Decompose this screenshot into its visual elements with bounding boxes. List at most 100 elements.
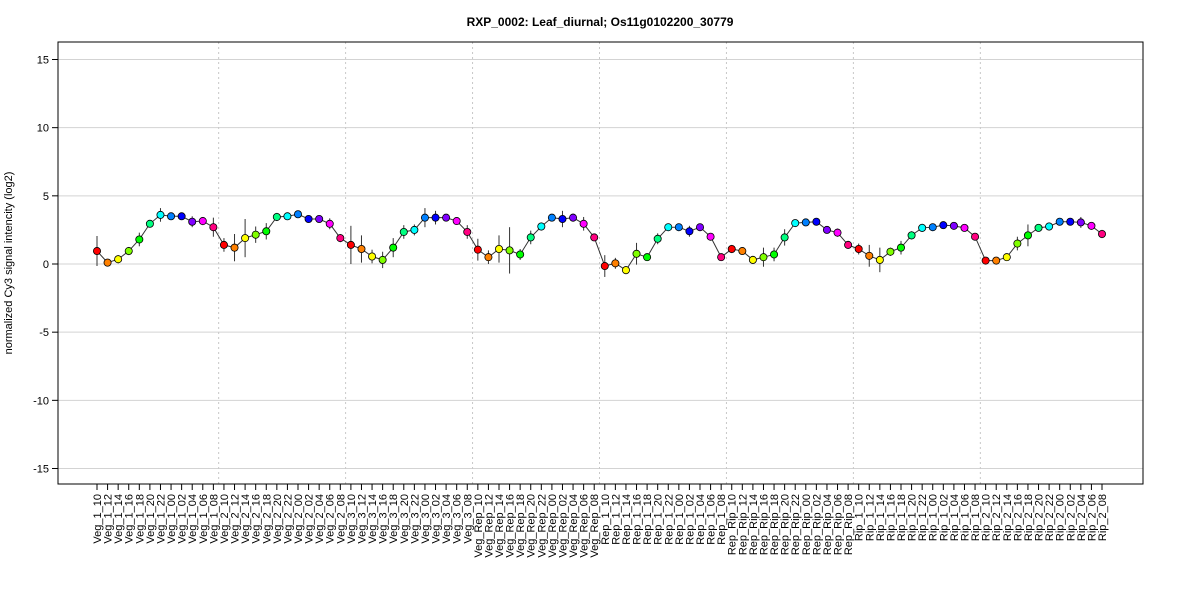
data-point [854, 245, 863, 254]
data-point [537, 222, 546, 231]
data-point [368, 252, 377, 261]
data-point [156, 210, 165, 219]
x-tick-label: Rip_2_14 [1002, 494, 1014, 541]
data-marks [93, 208, 1107, 277]
x-tick-label: Veg_3_12 [356, 494, 368, 544]
x-tick-label: Veg_2_22 [282, 494, 294, 544]
x-tick-label: Rep_1_08 [716, 494, 728, 545]
data-point [505, 246, 514, 255]
x-tick-label: Veg_Rep_14 [494, 494, 506, 558]
data-point [399, 227, 408, 236]
x-tick-label: Rip_2_00 [1055, 494, 1067, 541]
data-point [791, 219, 800, 228]
data-point [315, 215, 324, 224]
data-point [547, 213, 556, 222]
data-point [325, 219, 334, 228]
y-tick-label: -10 [33, 395, 49, 407]
x-tick-label: Veg_2_20 [272, 494, 284, 544]
data-point [251, 230, 260, 239]
x-tick-label: Rip_2_08 [1097, 494, 1109, 541]
data-point [1076, 218, 1085, 227]
data-point [177, 212, 186, 221]
data-point [1066, 217, 1075, 226]
data-point [410, 225, 419, 234]
data-point [727, 245, 736, 254]
x-tick-label: Rip_2_02 [1065, 494, 1077, 541]
data-point [960, 223, 969, 232]
x-tick-label: Rip_1_08 [970, 494, 982, 541]
axes: -15-10-5051015Veg_1_10Veg_1_12Veg_1_14Ve… [33, 55, 1109, 558]
x-tick-label: Rep_Rip_12 [737, 494, 749, 555]
data-point [1002, 253, 1011, 262]
x-tick-label: Rep_Rip_20 [780, 494, 792, 555]
x-tick-label: Rep_Rip_10 [727, 494, 739, 555]
x-tick-label: Rip_1_02 [938, 494, 950, 541]
x-tick-label: Rip_1_06 [959, 494, 971, 541]
x-tick-label: Rip_2_12 [991, 494, 1003, 541]
x-tick-label: Rep_1_10 [600, 494, 612, 545]
data-point [346, 240, 355, 249]
x-tick-label: Veg_3_16 [378, 494, 390, 544]
data-point [452, 217, 461, 226]
x-tick-label: Rep_1_00 [674, 494, 686, 545]
data-point [378, 255, 387, 264]
x-tick-label: Veg_1_06 [198, 494, 210, 544]
x-tick-label: Rep_Rip_04 [822, 494, 834, 555]
data-point [219, 240, 228, 249]
x-tick-label: Rip_2_22 [1044, 494, 1056, 541]
data-point [664, 223, 673, 232]
x-tick-label: Rep_1_06 [706, 494, 718, 545]
x-tick-label: Veg_1_08 [208, 494, 220, 544]
data-point [494, 245, 503, 254]
data-point [473, 245, 482, 254]
x-tick-label: Veg_2_00 [293, 494, 305, 544]
data-point [579, 219, 588, 228]
data-point [357, 245, 366, 254]
x-tick-label: Veg_3_14 [367, 494, 379, 544]
x-tick-label: Rip_1_16 [885, 494, 897, 541]
x-tick-label: Veg_Rep_20 [526, 494, 538, 558]
x-tick-label: Veg_Rep_02 [557, 494, 569, 558]
x-tick-label: Veg_1_20 [145, 494, 157, 544]
x-tick-label: Veg_Rep_04 [568, 494, 580, 558]
data-point [992, 256, 1001, 265]
x-tick-label: Rep_1_04 [695, 494, 707, 545]
x-tick-label: Rip_1_14 [875, 494, 887, 541]
x-tick-label: Rip_1_20 [907, 494, 919, 541]
data-point [643, 253, 652, 262]
x-tick-label: Veg_2_12 [230, 494, 242, 544]
x-tick-label: Veg_3_00 [420, 494, 432, 544]
data-point [1034, 223, 1043, 232]
plot-border [57, 41, 1144, 485]
y-tick-label: -5 [39, 327, 49, 339]
x-tick-label: Rep_Rip_08 [843, 494, 855, 555]
x-tick-label: Veg_3_08 [462, 494, 474, 544]
data-point [833, 228, 842, 237]
x-tick-label: Veg_2_04 [314, 494, 326, 544]
data-point [844, 240, 853, 249]
x-tick-label: Rep_1_02 [684, 494, 696, 545]
data-point [717, 253, 726, 262]
data-point [1045, 222, 1054, 231]
x-tick-label: Rep_1_20 [653, 494, 665, 545]
x-tick-label: Veg_3_22 [409, 494, 421, 544]
x-tick-label: Rip_1_12 [864, 494, 876, 541]
x-tick-label: Veg_3_02 [431, 494, 443, 544]
x-tick-label: Veg_Rep_18 [515, 494, 527, 558]
data-point [209, 223, 218, 232]
data-point [812, 217, 821, 226]
data-point [748, 255, 757, 264]
x-tick-label: Rep_Rip_00 [801, 494, 813, 555]
data-point [463, 227, 472, 236]
x-tick-label: Rip_2_10 [981, 494, 993, 541]
data-point [632, 249, 641, 258]
data-point [886, 247, 895, 256]
data-point [103, 258, 112, 267]
data-point [801, 218, 810, 227]
data-point [939, 221, 948, 230]
data-point [696, 223, 705, 232]
data-point [949, 221, 958, 230]
data-point [685, 227, 694, 236]
x-tick-label: Rip_2_04 [1076, 494, 1088, 541]
x-tick-label: Rep_1_12 [610, 494, 622, 545]
